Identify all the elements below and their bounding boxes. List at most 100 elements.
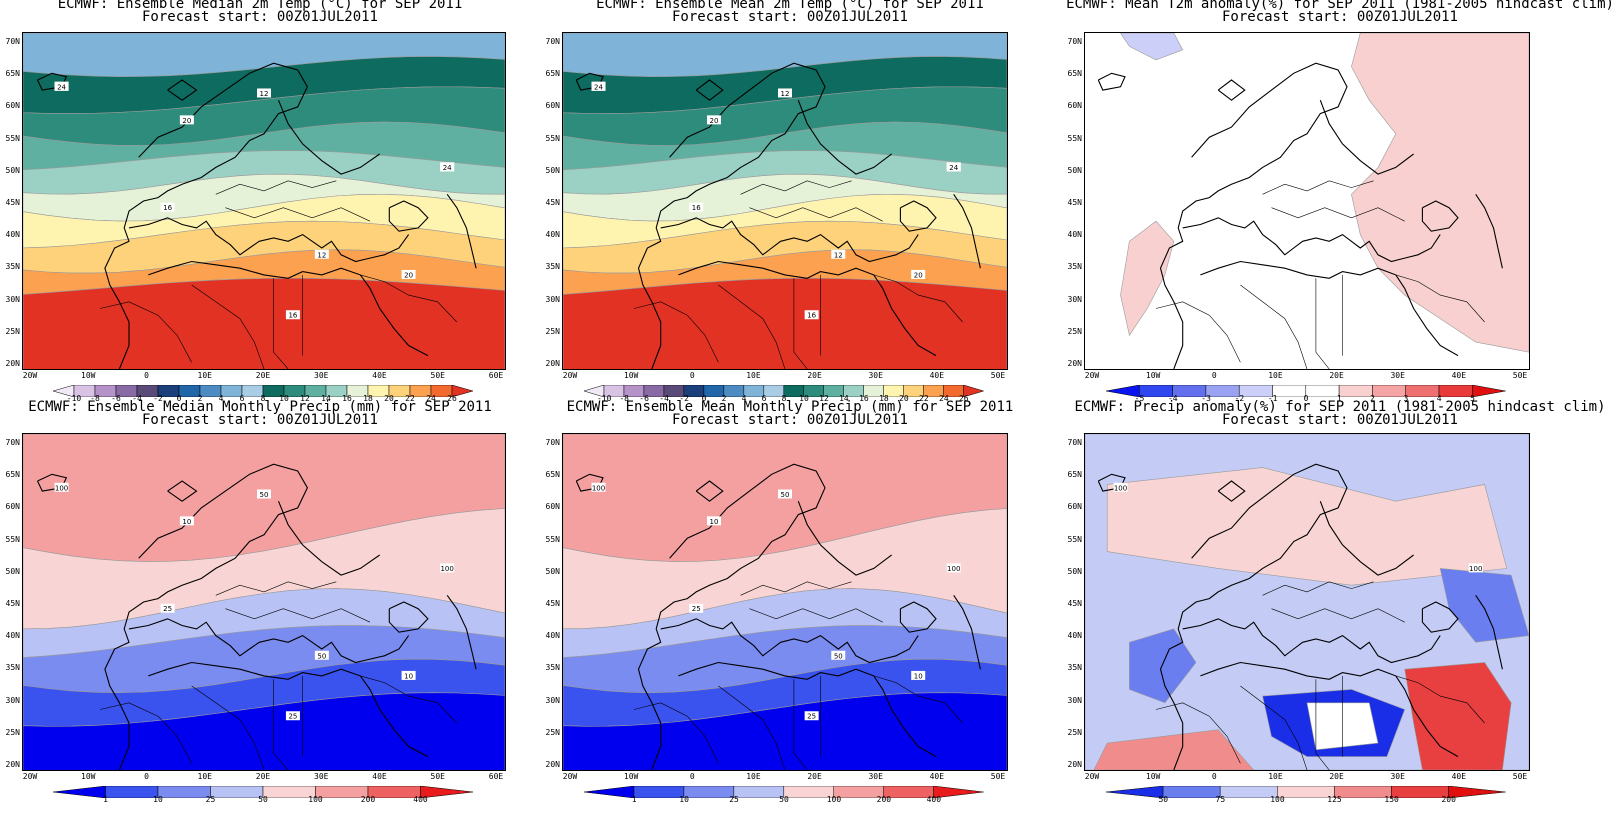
- lon-label: 60E: [488, 772, 504, 781]
- colorbar-label: 10: [679, 795, 689, 804]
- colorbar-label: 25: [729, 795, 739, 804]
- field-band: [1093, 729, 1255, 770]
- colorbar-label: -5: [1134, 394, 1145, 403]
- svg-text:100: 100: [55, 484, 68, 492]
- coastline: [953, 193, 981, 269]
- field-band: [23, 692, 505, 770]
- colorbar: [1096, 783, 1516, 802]
- lat-label: 20N: [545, 760, 560, 769]
- lat-label: 65N: [1067, 69, 1082, 79]
- lon-label: 0: [144, 772, 149, 781]
- lat-label: 70N: [545, 37, 560, 46]
- colorbar: [574, 783, 994, 802]
- contour-label: 100: [1468, 563, 1483, 573]
- colorbar-label: 16: [859, 394, 869, 403]
- lat-label: 55N: [1067, 534, 1082, 544]
- contour-label: 50: [778, 489, 792, 499]
- contour-label: 50: [257, 489, 271, 499]
- svg-text:100: 100: [1114, 484, 1127, 492]
- lon-label: 20E: [1329, 371, 1344, 380]
- lon-label: 40E: [929, 772, 945, 781]
- lon-label: 10W: [623, 371, 639, 380]
- colorbar-label: 0: [701, 394, 707, 403]
- lat-label: 30N: [545, 294, 560, 304]
- field-band: [1106, 467, 1508, 586]
- lat-label: 40N: [1067, 631, 1082, 641]
- lon-label: 10E: [746, 371, 761, 380]
- lon-label: 0: [144, 371, 149, 380]
- colorbar-swatch: [963, 384, 985, 398]
- country-border: [740, 581, 852, 596]
- country-border: [1240, 685, 1308, 770]
- coastline: [37, 473, 68, 492]
- colorbar-label: 24: [426, 394, 436, 403]
- svg-text:10: 10: [709, 518, 718, 526]
- lat-label: 25N: [1067, 727, 1082, 737]
- colorbar-label: 12: [819, 394, 829, 403]
- map-subtitle: Forecast start: 00Z01JUL2011: [671, 412, 908, 428]
- colorbar-label: 2: [197, 394, 203, 403]
- colorbar-label: 26: [447, 394, 457, 403]
- contour-label: 100: [946, 563, 961, 573]
- lon-label: 10W: [1145, 371, 1161, 380]
- svg-text:20: 20: [709, 117, 718, 125]
- coastline: [678, 661, 937, 758]
- svg-text:16: 16: [807, 312, 816, 320]
- colorbar-label: 75: [1215, 795, 1226, 804]
- colorbar-label: 1: [1336, 394, 1342, 403]
- lon-label: 50E: [1512, 371, 1528, 380]
- lat-label: 25N: [545, 727, 560, 737]
- lat-label: 70N: [5, 37, 20, 46]
- colorbar-label: -4: [659, 394, 669, 403]
- coastline: [37, 72, 68, 91]
- colorbar-label: 12: [300, 394, 310, 403]
- colorbar-swatch: [451, 384, 474, 398]
- lat-label: 60N: [5, 101, 20, 111]
- colorbar-label: 2: [1370, 394, 1375, 403]
- lat-label: 50N: [1067, 165, 1082, 175]
- colorbar-label: 10: [279, 394, 289, 403]
- coastline: [695, 480, 724, 502]
- field-band: [1404, 662, 1512, 770]
- coastline: [1319, 100, 1414, 175]
- lon-label: 0: [1211, 772, 1217, 781]
- lat-label: 55N: [5, 133, 20, 143]
- colorbar-label: 200: [1441, 795, 1456, 804]
- country-border: [100, 702, 192, 764]
- colorbar-label: 2: [721, 394, 727, 403]
- colorbar-label: -10: [66, 394, 82, 403]
- coastline: [1217, 480, 1246, 502]
- lon-label: 0: [689, 371, 695, 380]
- lon-label: 20W: [22, 371, 38, 380]
- contour-label: 100: [591, 482, 606, 492]
- coastline: [899, 601, 937, 633]
- svg-text:10: 10: [404, 672, 413, 680]
- lon-label: 20E: [1329, 772, 1344, 781]
- svg-text:50: 50: [781, 491, 790, 499]
- colorbar-label: -6: [111, 394, 121, 403]
- lat-label: 65N: [1067, 470, 1082, 480]
- lat-label: 45N: [5, 198, 20, 207]
- contour-label: 16: [689, 202, 704, 212]
- colorbar-label: 100: [1270, 795, 1285, 804]
- coastline: [637, 463, 826, 770]
- lat-label: 70N: [5, 438, 20, 447]
- colorbar-label: 1: [103, 795, 108, 804]
- svg-text:10: 10: [182, 518, 191, 526]
- coastline: [695, 79, 724, 101]
- country-border: [1315, 679, 1330, 770]
- contour-label: 24: [946, 162, 961, 172]
- contour-label: 100: [54, 482, 69, 492]
- country-border: [225, 608, 371, 623]
- contour-label: 12: [257, 88, 271, 98]
- colorbar-label: 50: [779, 795, 789, 804]
- lon-label: 30E: [314, 772, 329, 781]
- colorbar-label: 5: [1470, 394, 1475, 403]
- field-band: [1351, 33, 1529, 353]
- lat-label: 25N: [545, 326, 560, 336]
- colorbar-label: 20: [899, 394, 909, 403]
- colorbar-label: 8: [781, 394, 787, 403]
- lat-label: 35N: [5, 663, 20, 673]
- lon-label: 10W: [81, 371, 96, 380]
- country-border: [873, 675, 963, 724]
